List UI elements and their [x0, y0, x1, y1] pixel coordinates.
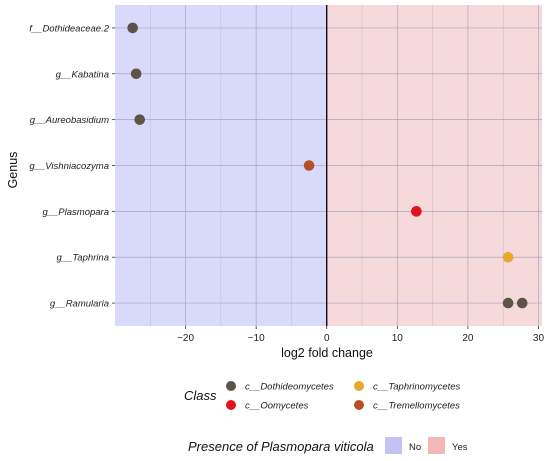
- data-point: [134, 114, 146, 125]
- class-legend-key: [354, 381, 364, 391]
- presence-legend-label: No: [409, 442, 421, 453]
- data-point: [516, 297, 528, 309]
- y-tick-label: g__Vishniacozyma: [29, 161, 109, 172]
- class-legend-label: c__Tremellomycetes: [373, 401, 460, 412]
- y-tick-label: g__Aureobasidium: [30, 115, 109, 126]
- class-legend-key: [226, 381, 236, 391]
- data-point: [411, 206, 422, 217]
- x-tick-label: 20: [462, 333, 474, 344]
- presence-legend-key: [385, 437, 402, 454]
- class-legend-label: c__Dothideomycetes: [245, 382, 334, 393]
- class-legend-key: [226, 400, 236, 410]
- y-tick-label: g__Plasmopara: [42, 207, 109, 218]
- data-point: [502, 297, 514, 309]
- data-point: [130, 68, 142, 80]
- y-axis-title: Genus: [6, 152, 20, 189]
- presence-legend-label: Yes: [452, 442, 468, 453]
- class-legend-label: c__Taphrinomycetes: [373, 382, 461, 393]
- x-tick-label: −10: [248, 333, 265, 344]
- data-point: [303, 160, 315, 171]
- class-legend-key: [354, 400, 364, 410]
- presence-legend-title: Presence of Plasmopara viticola: [188, 439, 374, 454]
- x-tick-label: 0: [324, 333, 330, 344]
- x-tick-label: 10: [392, 333, 404, 344]
- class-legend-title: Class: [184, 388, 217, 403]
- presence-legend-key: [428, 437, 445, 454]
- x-tick-label: −20: [177, 333, 194, 344]
- y-tick-label: g__Ramularia: [50, 299, 109, 310]
- data-point: [502, 251, 514, 263]
- y-tick-label: f__Dothideaceae.2: [29, 23, 109, 34]
- y-tick-label: g__Kabatina: [56, 69, 109, 80]
- x-tick-label: 30: [533, 333, 545, 344]
- y-tick-label: g__Taphrina: [57, 253, 109, 264]
- x-axis-title: log2 fold change: [281, 346, 373, 360]
- class-legend-label: c__Oomycetes: [245, 401, 309, 412]
- data-point: [127, 22, 138, 34]
